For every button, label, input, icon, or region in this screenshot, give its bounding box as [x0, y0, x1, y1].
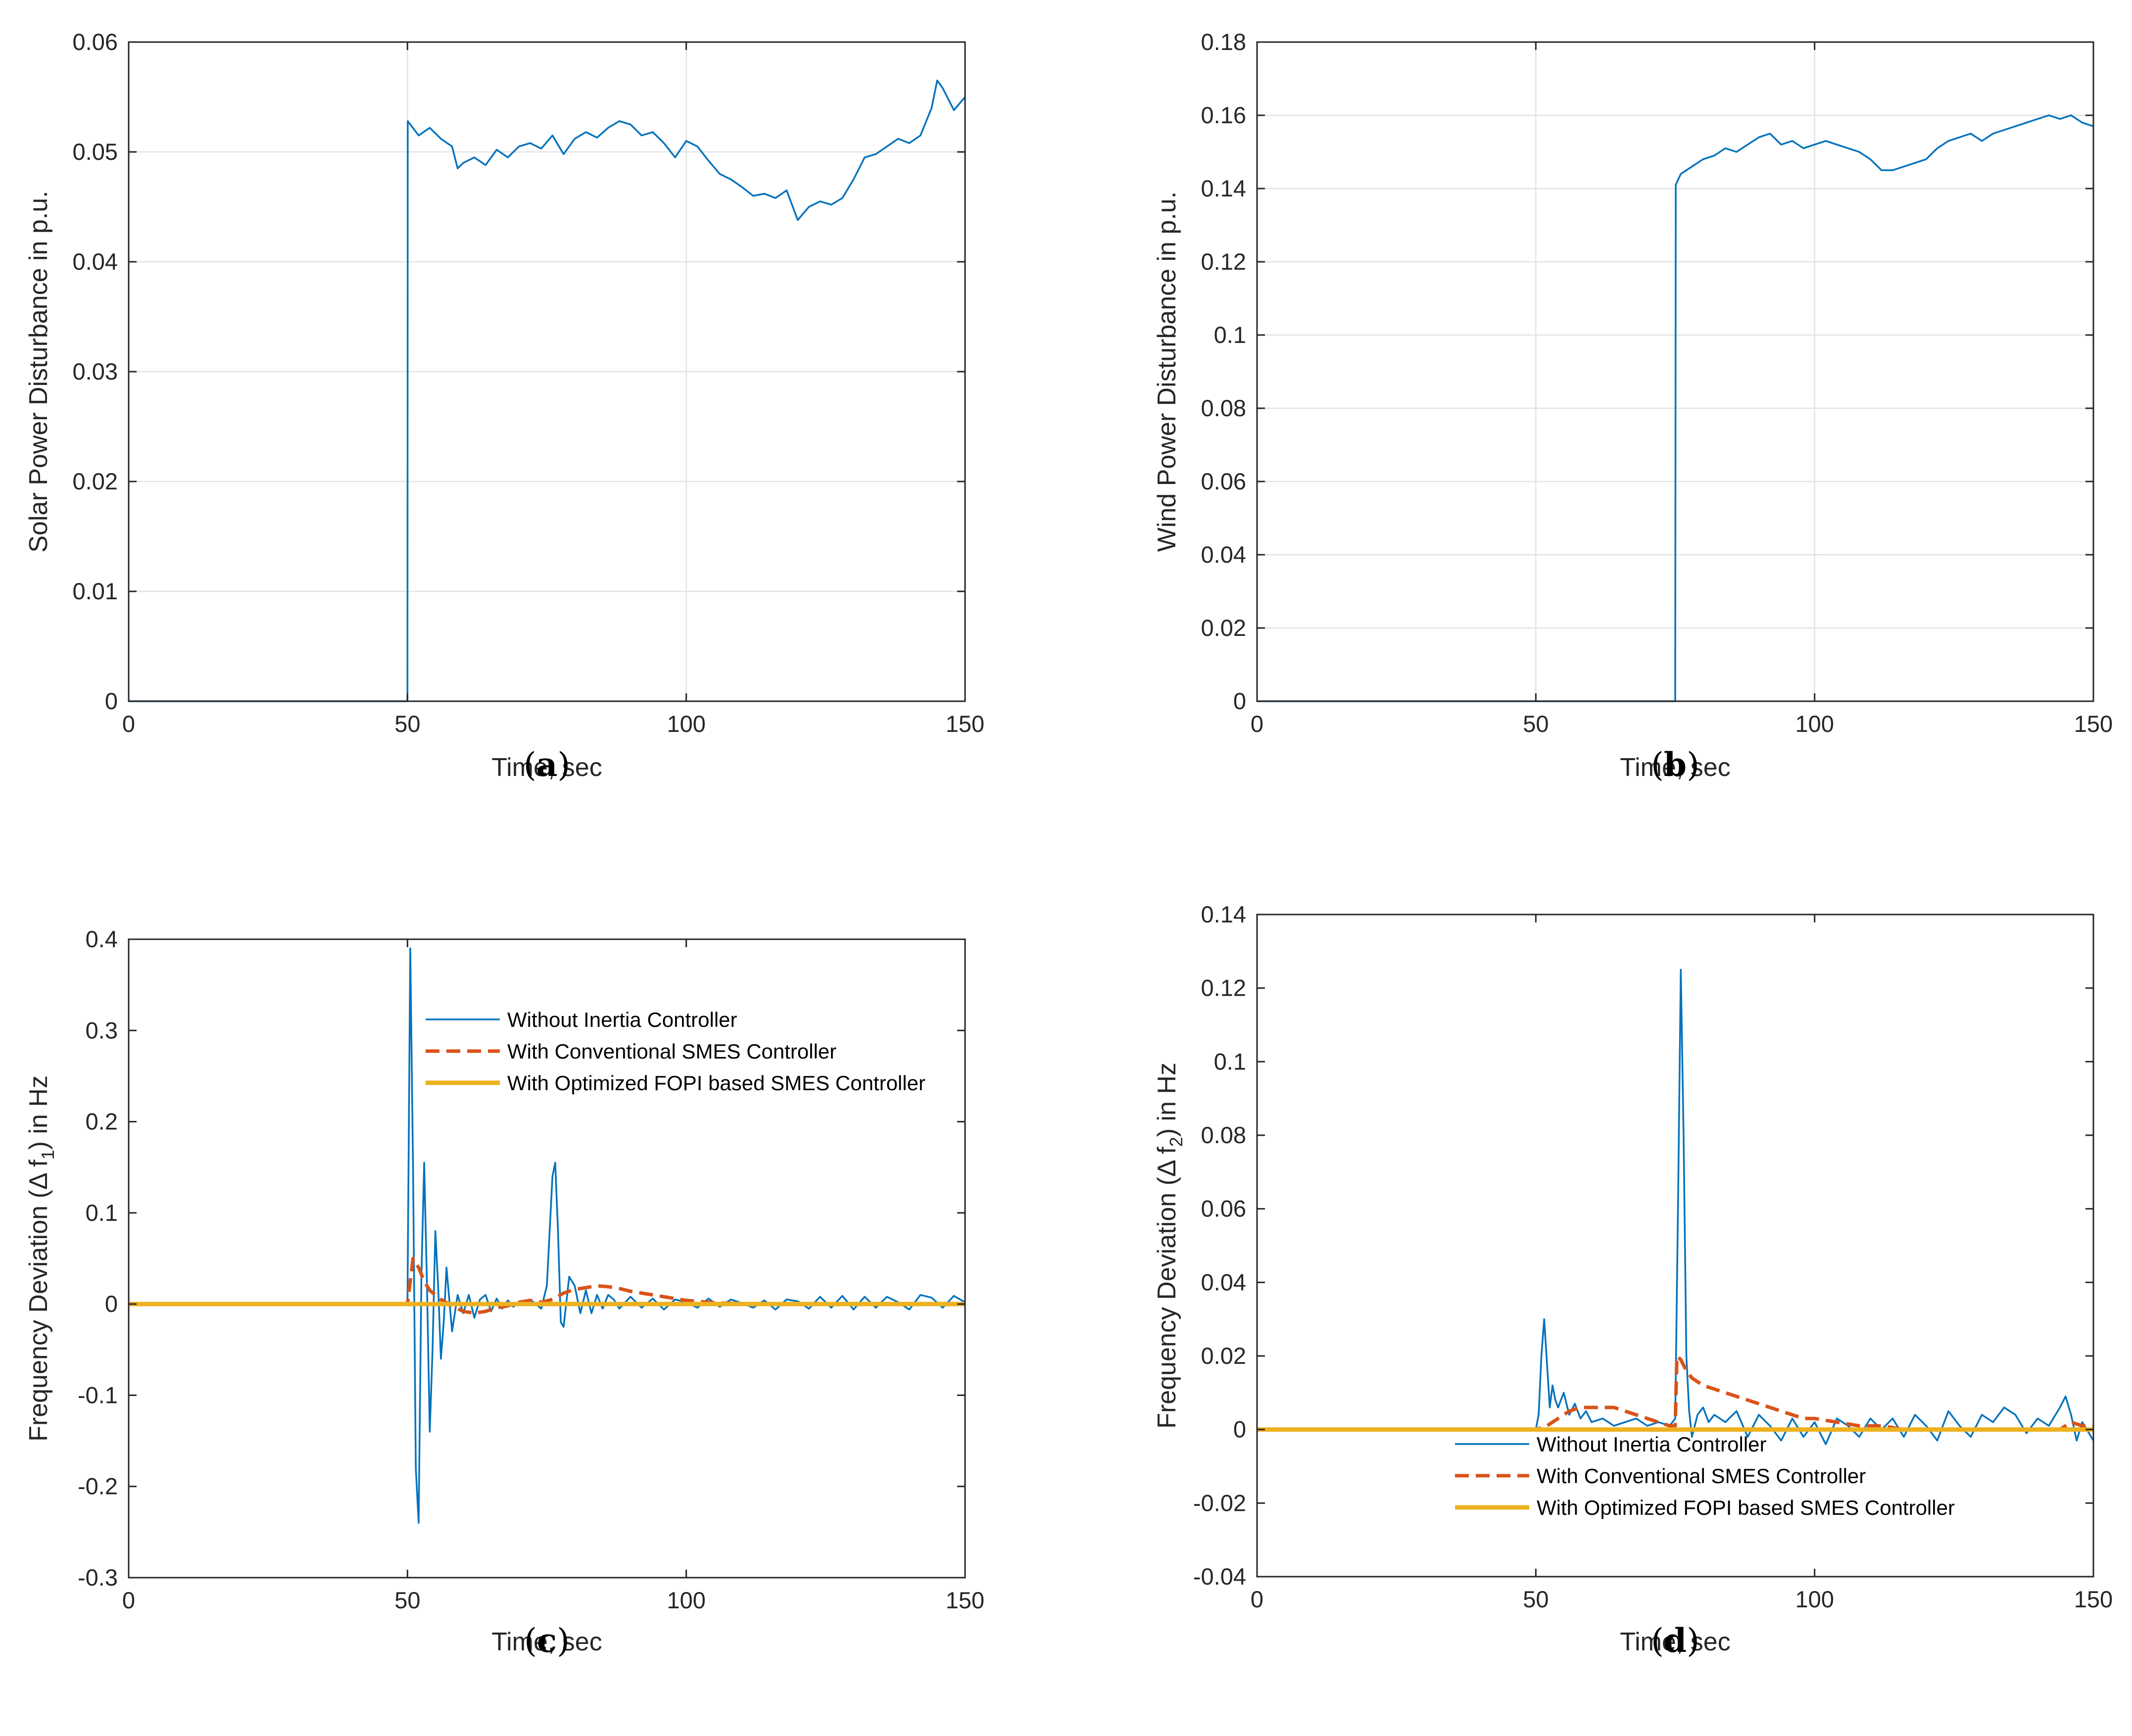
x-tick-label: 150 [946, 711, 984, 737]
y-tick-label: 0.08 [1201, 395, 1246, 421]
x-tick-label: 50 [1523, 1586, 1549, 1612]
y-tick-label: 0.02 [1201, 1343, 1246, 1369]
y-tick-label: 0.12 [1201, 975, 1246, 1001]
y-tick-label: 0.06 [1201, 468, 1246, 494]
legend-label: Without Inertia Controller [1537, 1433, 1767, 1456]
legend-label: With Optimized FOPI based SMES Controlle… [1537, 1496, 1955, 1519]
y-tick-label: -0.04 [1193, 1563, 1246, 1590]
series-line-1 [129, 947, 965, 1524]
y-tick-label: 0.04 [1201, 541, 1246, 568]
y-tick-label: 0.01 [73, 578, 118, 604]
y-tick-label: -0.3 [78, 1564, 118, 1591]
x-tick-label: 100 [667, 1587, 705, 1613]
y-tick-label: 0.05 [73, 139, 118, 165]
y-tick-label: 0.02 [73, 468, 118, 494]
x-tick-label: 50 [394, 711, 420, 737]
y-tick-label: -0.02 [1193, 1490, 1246, 1516]
y-tick-label: 0.4 [86, 926, 118, 952]
subfigure-caption: (d) [1651, 1621, 1699, 1660]
axes-box [1256, 914, 2094, 1578]
y-tick-label: 0.03 [73, 358, 118, 385]
axes-box [128, 938, 966, 1579]
y-tick-label: 0.2 [86, 1109, 118, 1135]
x-tick-label: 100 [667, 711, 705, 737]
x-axis-label: Time, sec [491, 1628, 602, 1656]
legend-label: With Conventional SMES Controller [507, 1040, 836, 1063]
y-tick-label: 0.04 [1201, 1269, 1246, 1295]
x-tick-label: 100 [1795, 1586, 1834, 1612]
y-axis-label: Frequency Deviation (Δ f2) in Hz [1153, 1062, 1186, 1429]
y-tick-label: 0.1 [86, 1200, 118, 1226]
plot-area [1257, 915, 2093, 1577]
x-tick-label: 0 [1251, 711, 1263, 737]
chart-b: 0 50 100 150 0 0.02 0.04 0.06 0.08 0.1 0.12 0.14 0.1… [1153, 29, 2113, 784]
y-tick-label: 0.1 [1214, 322, 1246, 348]
y-tick-label: 0.1 [1214, 1048, 1246, 1074]
x-axis-label: Time, sec [1620, 753, 1730, 782]
x-tick-label: 50 [1523, 711, 1549, 737]
plot-area [129, 939, 965, 1578]
subfigure-caption: (a) [524, 745, 570, 784]
y-tick-label: 0.12 [1201, 248, 1246, 275]
x-tick-label: 150 [2074, 1586, 2113, 1612]
y-tick-label: 0.04 [73, 248, 118, 275]
y-tick-label: -0.2 [78, 1473, 118, 1499]
chart-c: 0 50 100 150 -0.3 -0.2 -0.1 0 0.1 0.2 0.3 0.4 Time, … [24, 926, 984, 1660]
y-tick-label: 0 [1233, 1416, 1246, 1443]
x-tick-label: 0 [122, 711, 135, 737]
series-line-1 [129, 79, 965, 702]
x-axis-label: Time, sec [1620, 1628, 1730, 1656]
y-axis-label: Wind Power Disturbance in p.u. [1153, 192, 1181, 552]
y-tick-label: -0.1 [78, 1382, 118, 1408]
y-tick-label: 0.18 [1201, 29, 1246, 55]
x-axis-label: Time, sec [491, 753, 602, 782]
y-tick-label: 0.02 [1201, 615, 1246, 641]
x-tick-label: 0 [1251, 1586, 1263, 1612]
chart-a: 0 50 100 150 0 0.01 0.02 0.03 0.04 0.05 0.06 Time, … [24, 29, 984, 784]
series-line-1 [1257, 114, 2093, 702]
x-tick-label: 100 [1795, 711, 1834, 737]
series-line-1 [1257, 968, 2093, 1446]
y-tick-label: 0 [105, 1291, 118, 1317]
y-tick-label: 0.14 [1201, 901, 1246, 927]
subfigure-caption: (b) [1651, 745, 1699, 784]
subfigure-caption: (c) [524, 1621, 570, 1660]
y-tick-label: 0.08 [1201, 1122, 1246, 1148]
y-tick-label: 0.06 [73, 29, 118, 55]
legend-label: With Optimized FOPI based SMES Controlle… [507, 1071, 925, 1095]
x-tick-label: 150 [946, 1587, 984, 1613]
y-tick-label: 0 [105, 688, 118, 714]
y-tick-label: 0 [1233, 688, 1246, 714]
x-tick-label: 150 [2074, 711, 2113, 737]
y-tick-label: 0.3 [86, 1017, 118, 1043]
chart-d: 0 50 100 150 -0.04 -0.02 0 0.02 0.04 0.06 0.08 0.1 0… [1153, 901, 2113, 1660]
x-tick-label: 50 [394, 1587, 420, 1613]
x-tick-label: 0 [122, 1587, 135, 1613]
y-tick-label: 0.14 [1201, 175, 1246, 201]
legend-label: With Conventional SMES Controller [1537, 1464, 1866, 1488]
axes-box [1256, 41, 2094, 702]
y-axis-label: Frequency Deviation (Δ f1) in Hz [24, 1075, 58, 1442]
legend: Without Inertia Controller With Conventio… [1455, 1433, 1955, 1519]
legend: Without Inertia Controller With Conventio… [426, 1008, 925, 1095]
legend-label: Without Inertia Controller [507, 1008, 737, 1031]
y-tick-label: 0.16 [1201, 102, 1246, 128]
y-tick-label: 0.06 [1201, 1196, 1246, 1222]
y-axis-label: Solar Power Disturbance in p.u. [24, 191, 53, 552]
